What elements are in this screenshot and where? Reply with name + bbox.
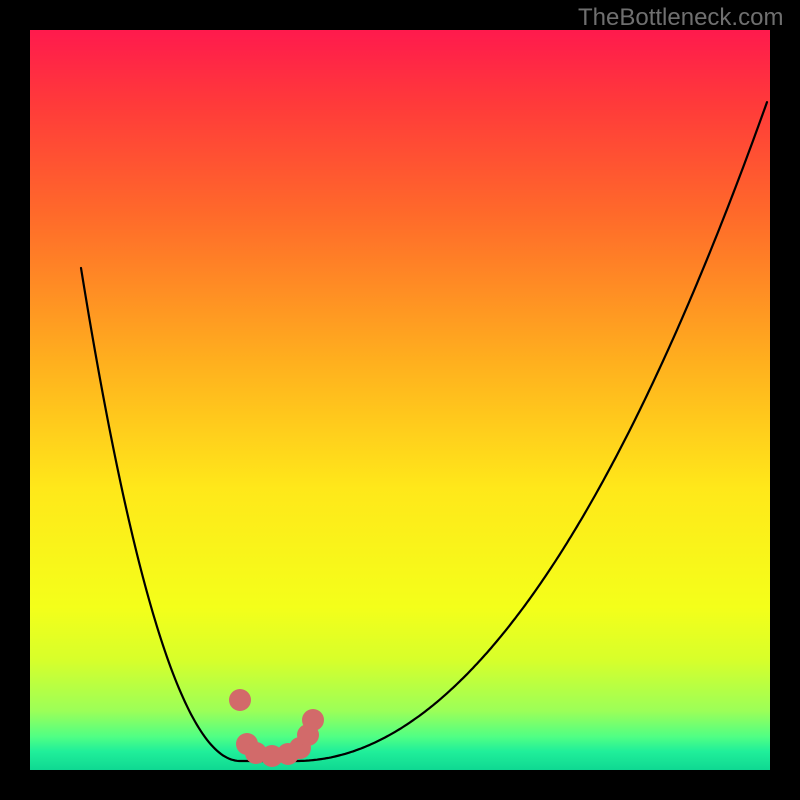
valley-marker-dot: [302, 709, 324, 731]
watermark-text: TheBottleneck.com: [578, 4, 783, 32]
plot-background: [30, 30, 770, 770]
valley-marker-dot: [229, 689, 251, 711]
chart-frame: TheBottleneck.com: [0, 0, 800, 800]
bottleneck-curve-plot: [30, 30, 770, 770]
